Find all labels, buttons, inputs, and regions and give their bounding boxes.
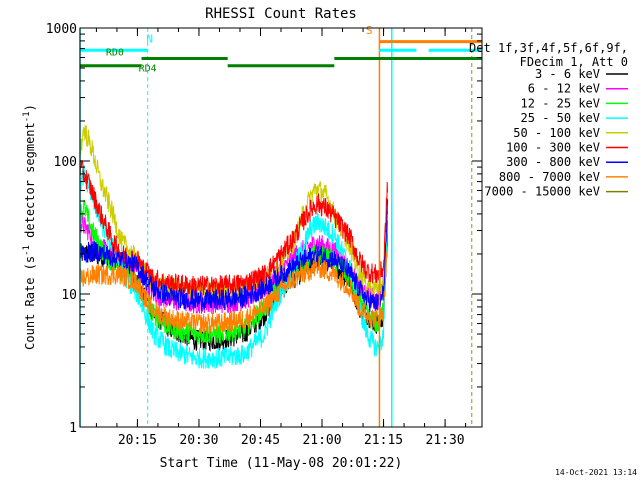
series-line-3 bbox=[79, 165, 388, 369]
x-tick-label: 21:00 bbox=[302, 433, 341, 448]
x-tick-label: 21:15 bbox=[364, 433, 403, 448]
legend-item-label: 6 - 12 keV bbox=[528, 82, 600, 96]
x-tick-label: 20:45 bbox=[241, 433, 280, 448]
x-tick-label: 20:15 bbox=[118, 433, 157, 448]
legend-item-label: 100 - 300 keV bbox=[506, 141, 600, 155]
plot-frame bbox=[79, 27, 483, 428]
legend-item-label: 50 - 100 keV bbox=[513, 126, 600, 140]
y-axis-label-prefix: Count Rate (s bbox=[23, 256, 37, 350]
y-tick-label: 1000 bbox=[46, 22, 77, 37]
y-tick-label: 10 bbox=[61, 288, 77, 303]
decimation-label-0: RD0 bbox=[106, 48, 124, 59]
series-line-6 bbox=[79, 199, 388, 313]
series-layer bbox=[79, 125, 388, 369]
saa-label: S bbox=[366, 24, 373, 37]
legend-item-label: 25 - 50 keV bbox=[521, 111, 600, 125]
y-axis-label: Count Rate (s-1 detector segment-1) bbox=[22, 104, 37, 350]
chart-title: RHESSI Count Rates bbox=[205, 6, 357, 22]
legend-header-line-1: Det 1f,3f,4f,5f,6f,9f, bbox=[469, 41, 628, 55]
x-axis-label: Start Time (11-May-08 20:01:22) bbox=[160, 456, 403, 471]
legend-item-label: 7000 - 15000 keV bbox=[484, 185, 600, 199]
x-axis-ticks: 20:15 20:30 20:45 21:00 21:15 21:30 bbox=[95, 28, 467, 448]
render-timestamp: 14-Oct-2021 13:14 bbox=[555, 468, 637, 477]
decimation-label-1: RD4 bbox=[139, 64, 157, 75]
legend-item-label: 12 - 25 keV bbox=[521, 96, 600, 110]
y-axis-ticks: 1 10 100 1000 bbox=[46, 22, 482, 436]
y-axis-label-sup1: -1 bbox=[22, 245, 32, 256]
legend: Det 1f,3f,4f,5f,6f,9f, FDecim 1, Att 0 3… bbox=[469, 41, 628, 199]
y-axis-label-suffix: ) bbox=[23, 104, 37, 111]
x-tick-label: 21:30 bbox=[426, 433, 465, 448]
y-tick-label: 100 bbox=[54, 155, 77, 170]
series-line-7 bbox=[79, 245, 388, 334]
y-axis-label-mid: detector segment bbox=[23, 122, 37, 245]
legend-item-label: 3 - 6 keV bbox=[535, 67, 600, 81]
y-tick-label: 1 bbox=[69, 421, 77, 436]
night-label: N bbox=[146, 32, 153, 45]
y-axis-label-sup2: -1 bbox=[22, 111, 32, 122]
legend-item-label: 300 - 800 keV bbox=[506, 155, 600, 169]
legend-item-label: 800 - 7000 keV bbox=[499, 170, 600, 184]
overlay-layer: RD0 RD4 N S bbox=[79, 24, 482, 427]
x-tick-label: 20:30 bbox=[179, 433, 218, 448]
legend-header-line-2: FDecim 1, Att 0 bbox=[520, 55, 628, 69]
